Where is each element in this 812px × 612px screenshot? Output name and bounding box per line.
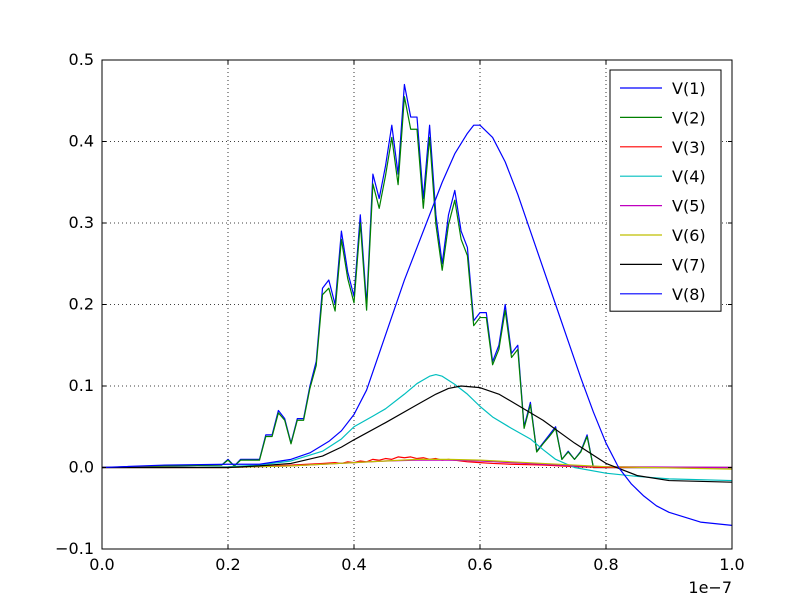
legend-label: V(6)	[672, 226, 706, 245]
x-tick-label: 0.0	[89, 555, 114, 574]
x-tick-label: 0.6	[467, 555, 492, 574]
y-tick-label: 0.4	[69, 132, 94, 151]
series-layer	[101, 83, 733, 526]
legend-label: V(7)	[672, 255, 706, 274]
x-tick-label: 0.2	[215, 555, 240, 574]
x-tick-label: 0.4	[341, 555, 366, 574]
axis-ticks	[101, 59, 733, 550]
legend-label: V(1)	[672, 79, 706, 98]
series-line-v2	[101, 96, 732, 469]
legend: V(1) V(2) V(3) V(4) V(5) V(6) V(7) V(8)	[609, 69, 722, 312]
x-offset-label: 1e−7	[688, 578, 732, 597]
y-tick-label: −0.1	[55, 539, 94, 558]
series-line-v4	[102, 373, 733, 482]
series-line-v7	[102, 385, 733, 483]
legend-label: V(3)	[672, 138, 706, 157]
series-line-v6	[102, 458, 733, 470]
y-tick-label: 0.1	[69, 376, 94, 395]
legend-label: V(2)	[672, 108, 706, 127]
x-tick-label: 1.0	[719, 555, 744, 574]
legend-label: V(8)	[672, 285, 706, 304]
legend-box	[609, 69, 722, 312]
x-tick-label: 0.8	[593, 555, 618, 574]
tick-labels: 0.0 0.2 0.4 0.6 0.8 1.0−0.10.00.10.20.30.40.5	[55, 50, 745, 574]
y-tick-label: 0.5	[69, 50, 94, 69]
series-line-v8	[101, 124, 733, 526]
legend-label: V(5)	[672, 197, 706, 216]
y-tick-label: 0.2	[69, 295, 94, 314]
y-tick-label: 0.0	[69, 458, 94, 477]
y-tick-label: 0.3	[69, 213, 94, 232]
legend-label: V(4)	[672, 167, 706, 186]
